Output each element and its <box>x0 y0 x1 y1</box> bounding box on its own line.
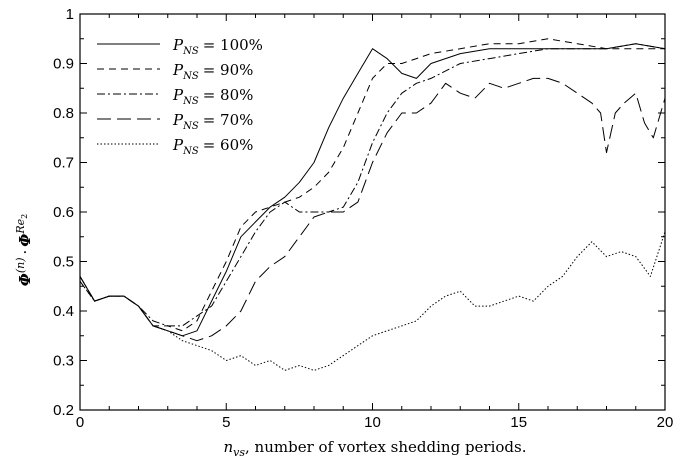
ylabel-sup-1: (n) <box>14 258 27 274</box>
legend-symbol-sub: NS <box>182 71 199 82</box>
ylabel-phi-1: Φ <box>16 273 34 286</box>
legend-symbol-sub: NS <box>182 146 199 157</box>
series-line-1 <box>79 43 666 337</box>
y-tick-label: 0.8 <box>53 105 74 122</box>
x-tick-label: 20 <box>657 414 673 431</box>
legend-value: = 60% <box>203 136 254 154</box>
ylabel-dot: · <box>16 250 34 255</box>
legend-symbol: P <box>172 36 184 54</box>
series-line-4 <box>79 77 666 342</box>
x-tick-label: 0 <box>76 414 84 431</box>
legend-symbol: P <box>172 111 184 129</box>
y-axis-title: Φ(n)·ΦRe2 <box>14 214 34 287</box>
series-line-3 <box>79 43 666 327</box>
ylabel-sup-2-sub: 2 <box>20 214 29 219</box>
legend-label-5: PNS = 60% <box>172 136 253 157</box>
legend-value: = 100% <box>203 36 263 54</box>
legend-symbol-sub: NS <box>182 96 199 107</box>
x-axis: 0 5 10 15 20 <box>76 14 673 431</box>
series-line-2 <box>79 38 665 332</box>
ylabel-sup-2: Re <box>14 218 27 234</box>
ylabel-phi-2: Φ <box>16 234 34 247</box>
xlabel-text: , number of vortex shedding periods. <box>245 438 526 456</box>
y-tick-label: 0.5 <box>53 254 74 271</box>
legend-label-3: PNS = 80% <box>172 86 253 107</box>
x-tick-label: 5 <box>222 414 230 431</box>
series-layer <box>79 38 666 371</box>
svg-text:Φ(n)·ΦRe2: Φ(n)·ΦRe2 <box>14 214 34 287</box>
plot-frame <box>79 13 666 411</box>
y-tick-label: 0.2 <box>53 402 74 419</box>
legend-label-4: PNS = 70% <box>172 111 253 132</box>
legend-value: = 80% <box>203 86 254 104</box>
legend-symbol-sub: NS <box>182 121 199 132</box>
legend-label-1: PNS = 100% <box>172 36 263 57</box>
y-tick-label: 0.7 <box>53 155 74 172</box>
series-line-5 <box>79 231 666 371</box>
x-tick-label: 15 <box>510 414 527 431</box>
legend-symbol-sub: NS <box>182 46 199 57</box>
y-tick-label: 0.6 <box>53 204 74 221</box>
x-tick-label: 10 <box>364 414 381 431</box>
y-tick-label: 1 <box>66 6 74 23</box>
y-tick-label: 0.4 <box>53 303 74 320</box>
y-tick-label: 0.3 <box>53 353 74 370</box>
xlabel-symbol-sub: vs <box>233 446 245 459</box>
legend-value: = 70% <box>203 111 254 129</box>
legend-symbol: P <box>172 61 184 79</box>
xlabel-symbol: n <box>223 438 233 456</box>
legend-symbol: P <box>172 136 184 154</box>
y-axis: 0.2 0.3 0.4 0.5 0.6 0.7 0.8 0.9 1 <box>53 6 665 419</box>
y-tick-label: 0.9 <box>53 56 74 73</box>
legend-label-2: PNS = 90% <box>172 61 253 82</box>
legend: PNS = 100%PNS = 90%PNS = 80%PNS = 70%PNS = 60… <box>97 36 263 157</box>
legend-symbol: P <box>172 86 184 104</box>
x-axis-title: nvs, number of vortex shedding periods. <box>223 438 526 459</box>
legend-value: = 90% <box>203 61 254 79</box>
